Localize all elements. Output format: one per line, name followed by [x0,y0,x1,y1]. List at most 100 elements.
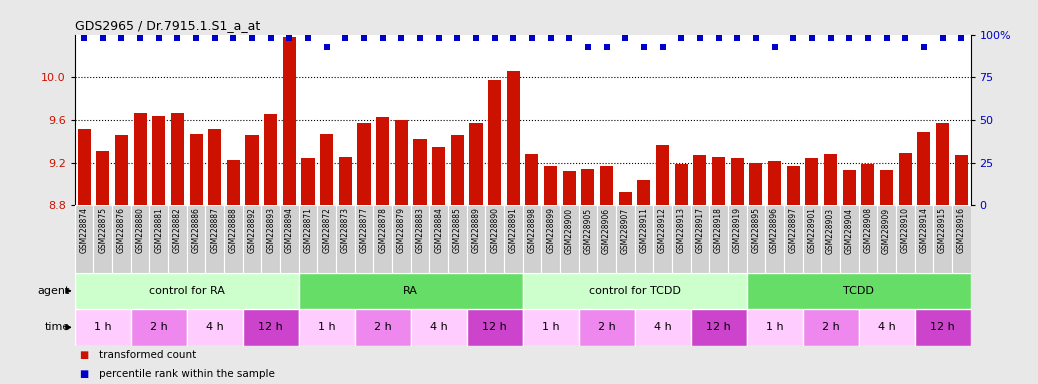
Bar [227,159,240,205]
Bar [131,309,187,346]
Text: GSM228898: GSM228898 [527,207,537,253]
Text: GSM228893: GSM228893 [266,207,275,253]
Bar [469,123,483,205]
Text: 12 h: 12 h [258,322,283,333]
Text: GSM228890: GSM228890 [490,207,499,253]
Text: GSM228875: GSM228875 [99,207,107,253]
Bar [320,134,333,205]
Bar [131,205,149,273]
Bar [149,205,168,273]
Bar [299,309,355,346]
Text: ■: ■ [80,350,92,360]
Bar [731,159,744,205]
Text: GSM228886: GSM228886 [192,207,200,253]
Text: agent: agent [37,286,70,296]
Bar [597,205,616,273]
Text: 1 h: 1 h [93,322,111,333]
Bar [432,147,445,205]
Bar [619,192,632,205]
Bar [578,309,634,346]
Point [897,35,913,41]
Text: GSM228884: GSM228884 [434,207,443,253]
Bar [600,166,613,205]
Bar [282,37,296,205]
Point [803,35,820,41]
Bar [858,205,877,273]
Bar [802,205,821,273]
Point [431,35,447,41]
Bar [541,205,559,273]
Bar [134,113,146,205]
Bar [112,205,131,273]
Bar [525,154,539,205]
Text: GSM228899: GSM228899 [546,207,555,253]
Text: GSM228881: GSM228881 [155,207,163,253]
Bar [338,157,352,205]
Text: transformed count: transformed count [99,350,196,360]
Bar [411,205,430,273]
Bar [862,164,874,205]
Bar [914,205,933,273]
Text: 1 h: 1 h [766,322,784,333]
Point [542,35,558,41]
Point [710,35,727,41]
Bar [153,116,165,205]
Bar [746,273,971,309]
Text: GSM228919: GSM228919 [733,207,742,253]
Point [785,35,801,41]
Bar [190,134,202,205]
Bar [805,159,818,205]
Text: 1 h: 1 h [318,322,335,333]
Bar [318,205,336,273]
Bar [97,151,109,205]
Text: GSM228887: GSM228887 [211,207,219,253]
Point [356,35,373,41]
Point [281,35,298,41]
Bar [578,205,597,273]
Bar [187,205,206,273]
Text: ■: ■ [80,369,92,379]
Bar [467,205,486,273]
Bar [637,180,651,205]
Text: 4 h: 4 h [206,322,223,333]
Text: GSM228894: GSM228894 [284,207,294,253]
Text: GSM228901: GSM228901 [808,207,817,253]
Bar [768,161,782,205]
Text: GDS2965 / Dr.7915.1.S1_a_at: GDS2965 / Dr.7915.1.S1_a_at [75,19,260,32]
Point [244,35,261,41]
Text: 4 h: 4 h [654,322,672,333]
Point [225,35,242,41]
Bar [394,120,408,205]
Bar [209,129,221,205]
Text: time: time [45,322,70,333]
Bar [301,159,315,205]
Bar [168,205,187,273]
Point [412,35,429,41]
Point [449,35,466,41]
Text: GSM228888: GSM228888 [228,207,238,253]
Text: control for TCDD: control for TCDD [589,286,681,296]
Bar [206,205,224,273]
Bar [880,170,893,205]
Point [635,43,652,50]
Bar [299,205,318,273]
Bar [858,309,914,346]
Point [747,35,764,41]
Point [337,35,354,41]
Bar [75,309,131,346]
Text: 12 h: 12 h [706,322,731,333]
Text: percentile rank within the sample: percentile rank within the sample [99,369,274,379]
Text: GSM228883: GSM228883 [415,207,425,253]
Bar [709,205,728,273]
Bar [355,205,374,273]
Text: GSM228872: GSM228872 [322,207,331,253]
Point [487,35,503,41]
Text: GSM228900: GSM228900 [565,207,574,253]
Bar [376,117,389,205]
Text: GSM228885: GSM228885 [453,207,462,253]
Text: GSM228913: GSM228913 [677,207,686,253]
Bar [507,71,520,205]
Bar [171,113,184,205]
Bar [78,129,90,205]
Text: GSM228904: GSM228904 [845,207,853,253]
